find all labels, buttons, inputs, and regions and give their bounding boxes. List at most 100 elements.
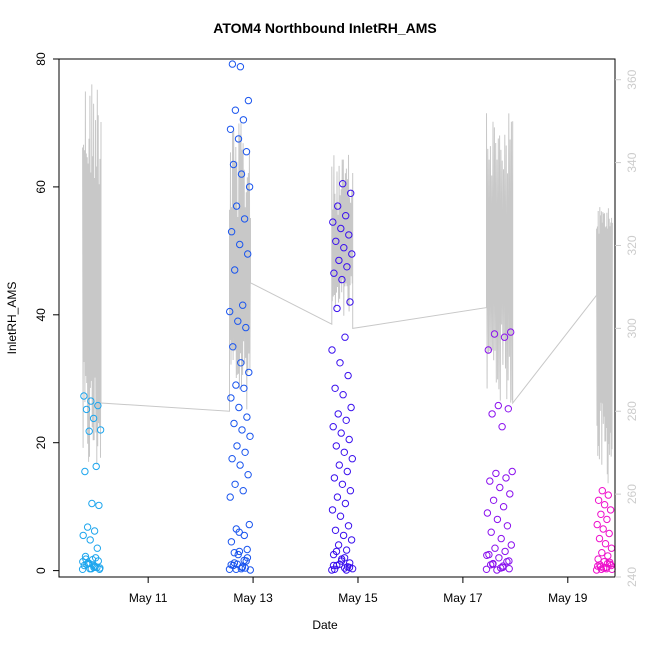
data-point [228,60,237,68]
data-point [483,509,492,517]
data-point [498,423,506,431]
data-point [78,565,87,573]
data-point [241,448,249,456]
data-point [226,493,234,501]
y2-tick-label: 240 [625,567,639,587]
data-point [238,426,246,434]
data-point [340,244,348,252]
data-point [597,510,605,518]
y2-tick-label: 300 [625,318,639,338]
data-point [507,328,515,336]
x-tick-label: May 11 [129,591,168,605]
data-point [607,561,615,570]
data-point [339,531,348,540]
data-point [494,401,502,410]
data-point [338,480,347,488]
y-tick-label: 0 [34,567,48,574]
data-point [495,554,503,562]
data-point [233,442,241,450]
data-point [604,552,612,560]
data-point [245,368,253,377]
data-point [489,496,498,504]
y-tick-label: 20 [34,436,48,450]
data-point [490,330,499,338]
data-point [346,298,354,306]
data-point [244,250,252,258]
data-point [243,545,251,554]
data-point [242,148,251,156]
data-point [502,474,510,482]
data-point [505,565,513,573]
data-point [333,493,342,501]
y-tick-label: 60 [34,180,48,194]
data-point [329,561,338,570]
data-point [508,467,516,476]
data-point [334,410,342,418]
data-point [231,266,239,274]
data-point [240,215,249,223]
data-point [345,231,353,239]
data-point [227,228,236,236]
data-point [244,96,253,105]
data-point [346,559,354,567]
data-point [239,487,247,495]
data-point [93,544,102,552]
data-point [344,371,352,380]
data-point [92,462,100,471]
data-point [599,525,607,533]
data-point [95,501,103,510]
data-point [90,562,98,570]
y-axis-title: InletRH_AMS [5,281,19,355]
data-point [336,512,345,520]
data-point [497,564,505,572]
plot-frame [58,58,616,578]
data-point [85,427,93,435]
data-point [347,536,356,544]
x-tick-label: May 15 [338,591,378,605]
data-point [335,256,343,265]
data-point [246,432,254,440]
data-point [342,566,351,574]
y-tick-label: 40 [34,308,48,322]
data-point [229,343,237,351]
data-point [245,183,254,191]
data-point [595,534,604,543]
data-point [236,240,244,249]
data-point [499,562,507,570]
data-point [600,501,609,509]
data-point [226,125,235,134]
data-point [229,160,238,169]
data-point [235,528,243,536]
data-point [598,487,606,495]
data-point [603,515,611,524]
data-point [242,323,250,332]
data-point [345,435,353,444]
data-point [230,549,239,557]
data-point [234,317,242,325]
data-point [334,202,342,210]
data-point [240,384,248,392]
data-point [504,405,512,413]
chart-title: ATOM4 Northbound InletRH_AMS [213,20,437,36]
data-point [343,467,351,476]
data-point [605,529,613,538]
data-point [597,565,606,573]
data-point [330,269,338,277]
data-point [328,506,337,514]
data-point [330,565,339,573]
data-point [96,426,105,434]
data-point [339,180,347,188]
data-point [339,391,347,399]
data-point [328,346,336,354]
data-point [601,540,610,548]
data-point [88,499,96,508]
data-point [237,565,246,573]
data-point [501,547,509,556]
data-point [79,558,87,566]
x-tick-label: May 13 [233,591,273,605]
data-point [332,547,341,556]
data-point [231,480,239,488]
y-tick-label: 80 [34,52,48,66]
data-point [227,394,235,402]
